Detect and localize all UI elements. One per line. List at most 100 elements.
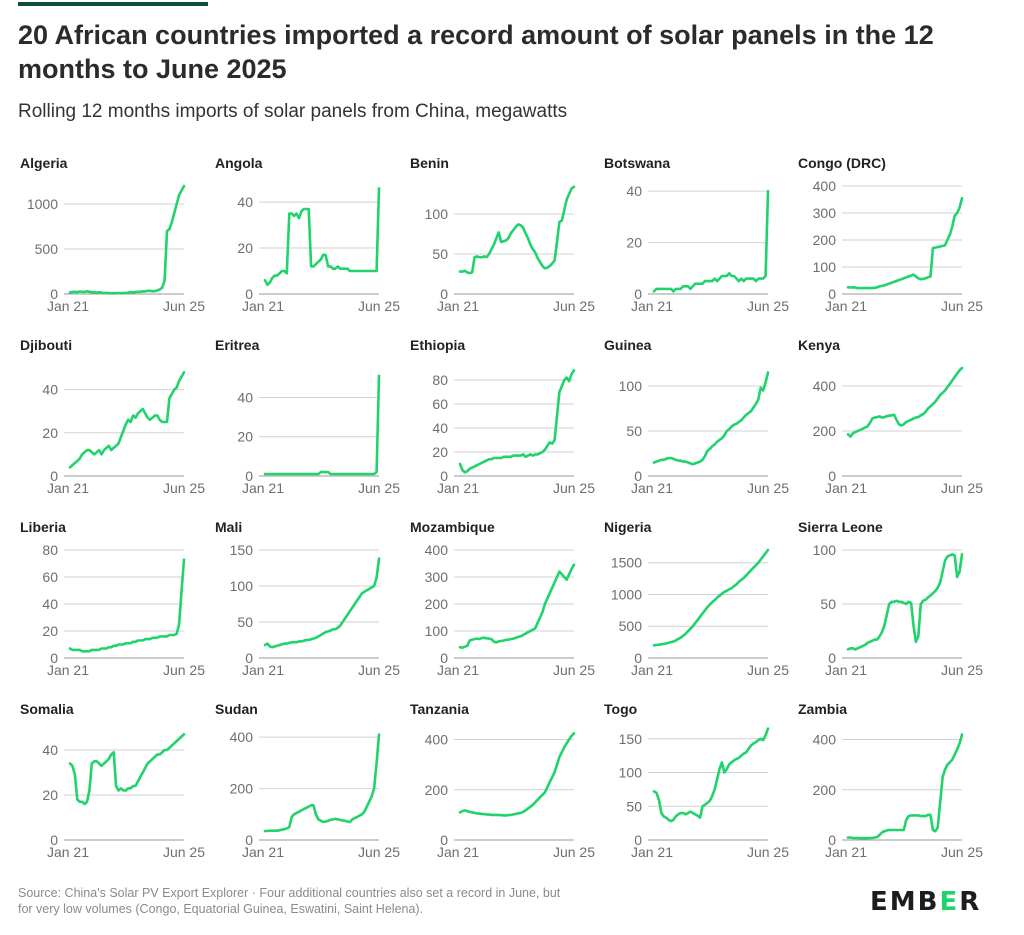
- y-tick-label: 100: [813, 259, 837, 275]
- y-tick-label: 80: [432, 372, 448, 388]
- y-tick-label: 0: [440, 832, 448, 848]
- y-tick-label: 100: [425, 623, 449, 639]
- x-tick-label-start: Jan 21: [437, 662, 479, 678]
- panel-mali: Mali 0 50 100 150 Jan 21 Jun 25: [213, 504, 409, 687]
- panel-algeria: Algeria 0 500 1000 Jan 21 Jun 25: [18, 140, 214, 323]
- x-tick-label-start: Jan 21: [825, 480, 867, 496]
- y-tick-label: 0: [245, 286, 253, 302]
- series-line-mali: [263, 557, 381, 649]
- series-line-togo: [652, 727, 770, 823]
- line-chart: 0 50 100 150 Jan 21 Jun 25: [230, 542, 401, 678]
- line-chart: 0 500 1000 1500 Jan 21 Jun 25: [611, 548, 789, 678]
- series-line-djibouti: [68, 371, 186, 469]
- y-tick-label: 20: [42, 787, 58, 803]
- x-tick-label-end: Jun 25: [163, 662, 205, 678]
- panel-botswana: Botswana 0 20 40 Jan 21 Jun 25: [602, 140, 798, 323]
- line-chart: 0 50 100 150 Jan 21 Jun 25: [619, 727, 789, 860]
- y-tick-label: 0: [245, 650, 253, 666]
- y-tick-label: 100: [230, 578, 254, 594]
- y-tick-label: 40: [237, 389, 253, 405]
- y-tick-label: 80: [42, 542, 58, 558]
- series-line-liberia: [68, 558, 186, 653]
- panel-ethiopia: Ethiopia 0 20 40 60 80 Jan 21 Jun 25: [408, 322, 604, 505]
- line-chart: 0 20 40 Jan 21 Jun 25: [42, 371, 205, 496]
- y-tick-label: 20: [626, 235, 642, 251]
- y-tick-label: 500: [35, 241, 59, 257]
- panel-title: Eritrea: [215, 337, 260, 353]
- panel-angola: Angola 0 20 40 Jan 21 Jun 25: [213, 140, 409, 323]
- panel-zambia: Zambia 0 200 400 Jan 21 Jun 25: [796, 686, 992, 869]
- line-chart: 0 50 100 Jan 21 Jun 25: [425, 185, 595, 314]
- y-tick-label: 20: [42, 623, 58, 639]
- panel-djibouti: Djibouti 0 20 40 Jan 21 Jun 25: [18, 322, 214, 505]
- y-tick-label: 60: [42, 569, 58, 585]
- panel-somalia: Somalia 0 20 40 Jan 21 Jun 25: [18, 686, 214, 869]
- panel-title: Guinea: [604, 337, 652, 353]
- line-chart: 0 50 100 Jan 21 Jun 25: [813, 542, 984, 678]
- y-tick-label: 0: [828, 286, 836, 302]
- panel-title: Mozambique: [410, 519, 495, 535]
- panel-liberia: Liberia 0 20 40 60 80 Jan 21 Jun 25: [18, 504, 214, 687]
- panel-nigeria: Nigeria 0 500 1000 1500 Jan 21 Jun 25: [602, 504, 798, 687]
- series-line-congo-drc: [846, 196, 964, 290]
- x-tick-label-end: Jun 25: [553, 298, 595, 314]
- line-chart: 0 50 100 Jan 21 Jun 25: [619, 371, 789, 496]
- y-tick-label: 0: [634, 468, 642, 484]
- y-tick-label: 20: [432, 444, 448, 460]
- line-chart: 0 200 400 Jan 21 Jun 25: [813, 732, 984, 860]
- y-tick-label: 0: [50, 468, 58, 484]
- line-chart: 0 100 200 300 400 Jan 21 Jun 25: [425, 542, 596, 678]
- y-tick-label: 200: [425, 596, 449, 612]
- line-chart: 0 20 40 Jan 21 Jun 25: [237, 374, 400, 496]
- x-tick-label-start: Jan 21: [631, 844, 673, 860]
- y-tick-label: 40: [42, 596, 58, 612]
- y-tick-label: 300: [813, 205, 837, 221]
- chart-subtitle: Rolling 12 months imports of solar panel…: [18, 101, 568, 122]
- y-tick-label: 60: [432, 396, 448, 412]
- panel-title: Nigeria: [604, 519, 652, 535]
- x-tick-label-start: Jan 21: [242, 844, 284, 860]
- series-line-mozambique: [458, 563, 576, 649]
- panel-title: Botswana: [604, 155, 671, 171]
- y-tick-label: 100: [813, 542, 837, 558]
- y-tick-label: 400: [425, 542, 449, 558]
- panel-title: Benin: [410, 155, 449, 171]
- series-line-tanzania: [458, 732, 576, 817]
- y-tick-label: 0: [50, 650, 58, 666]
- x-tick-label-start: Jan 21: [631, 298, 673, 314]
- x-tick-label-start: Jan 21: [47, 662, 89, 678]
- y-tick-label: 1000: [611, 586, 642, 602]
- y-tick-label: 20: [237, 240, 253, 256]
- source-note: Source: China's Solar PV Export Explorer…: [18, 886, 561, 916]
- y-tick-label: 0: [50, 286, 58, 302]
- x-tick-label-end: Jun 25: [747, 662, 789, 678]
- x-tick-label-end: Jun 25: [747, 480, 789, 496]
- y-tick-label: 0: [828, 468, 836, 484]
- y-tick-label: 100: [619, 378, 643, 394]
- y-tick-label: 40: [42, 742, 58, 758]
- line-chart: 0 20 40 Jan 21 Jun 25: [237, 187, 400, 314]
- y-tick-label: 400: [425, 732, 449, 748]
- y-tick-label: 200: [813, 232, 837, 248]
- series-line-sierra-leone: [846, 553, 964, 651]
- y-tick-label: 0: [245, 468, 253, 484]
- y-tick-label: 20: [237, 429, 253, 445]
- series-line-angola: [263, 187, 381, 287]
- panel-title: Kenya: [798, 337, 841, 353]
- y-tick-label: 0: [440, 286, 448, 302]
- x-tick-label-start: Jan 21: [825, 844, 867, 860]
- series-line-botswana: [652, 189, 770, 293]
- panel-mozambique: Mozambique 0 100 200 300 400 Jan 21 Jun 25: [408, 504, 604, 687]
- x-tick-label-end: Jun 25: [163, 844, 205, 860]
- y-tick-label: 500: [619, 618, 643, 634]
- panel-tanzania: Tanzania 0 200 400 Jan 21 Jun 25: [408, 686, 604, 869]
- line-chart: 0 20 40 Jan 21 Jun 25: [626, 183, 789, 314]
- x-tick-label-end: Jun 25: [163, 480, 205, 496]
- chart-title: 20 African countries imported a record a…: [18, 20, 934, 84]
- x-tick-label-start: Jan 21: [825, 298, 867, 314]
- y-tick-label: 50: [237, 614, 253, 630]
- x-tick-label-end: Jun 25: [163, 298, 205, 314]
- y-tick-label: 0: [828, 832, 836, 848]
- panel-eritrea: Eritrea 0 20 40 Jan 21 Jun 25: [213, 322, 409, 505]
- y-tick-label: 40: [626, 183, 642, 199]
